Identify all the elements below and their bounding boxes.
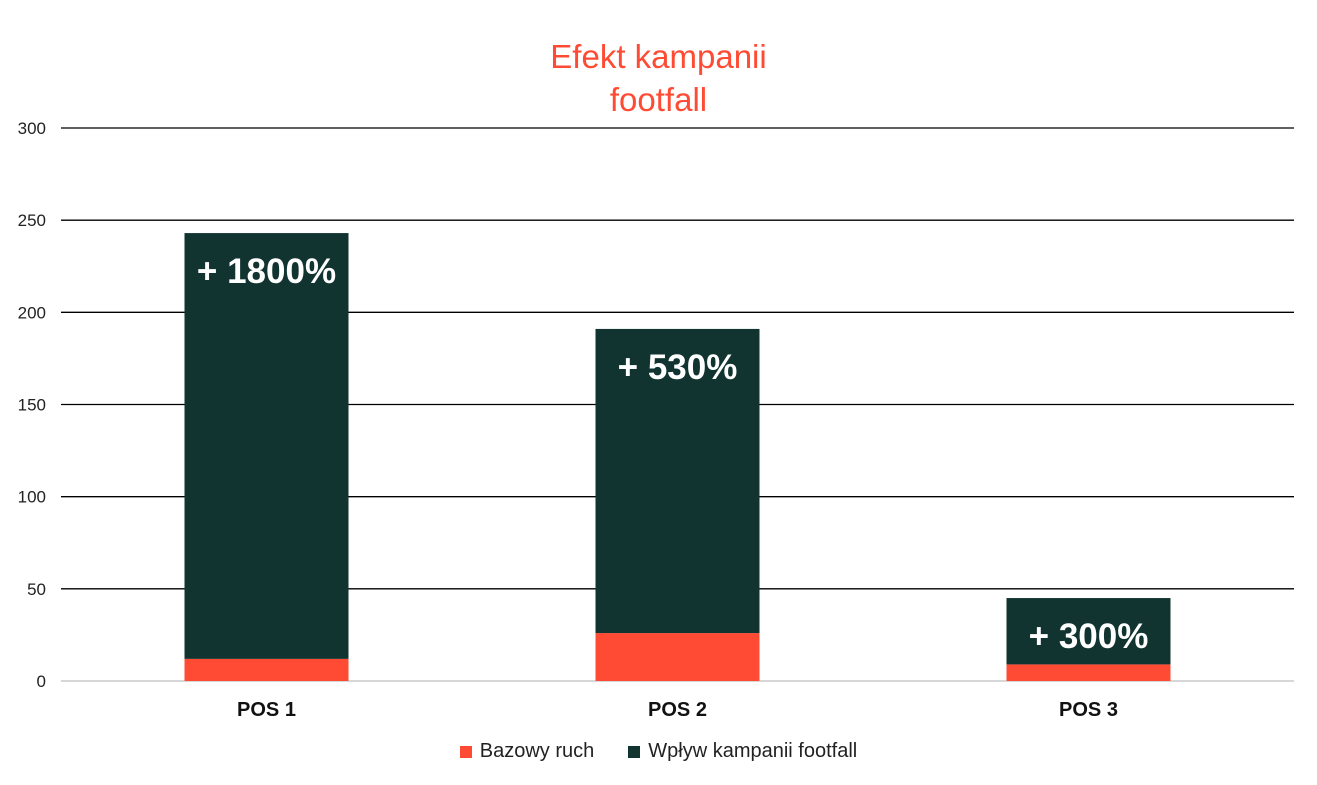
legend-item-bazowy: Bazowy ruch xyxy=(459,740,595,763)
y-tick-label: 100 xyxy=(18,488,46,507)
bar-annotation: + 300% xyxy=(1029,617,1149,656)
bar-annotation: + 530% xyxy=(618,348,738,387)
y-tick-label: 50 xyxy=(27,580,46,599)
x-category-label: POS 1 xyxy=(237,699,296,721)
bar-kampania-footfall xyxy=(595,328,760,634)
chart-title-line-1: Efekt kampanii xyxy=(550,38,767,75)
y-tick-label: 250 xyxy=(18,211,46,230)
y-tick-label: 300 xyxy=(18,119,46,138)
bar-kampania-footfall xyxy=(1006,598,1171,665)
bar-annotation: + 1800% xyxy=(197,252,336,291)
legend-label-kampania: Wpływ kampanii footfall xyxy=(648,740,858,762)
chart-legend: Bazowy ruch Wpływ kampanii footfall xyxy=(0,740,1317,763)
legend-label-bazowy: Bazowy ruch xyxy=(479,740,595,762)
bar-bazowy-ruch xyxy=(184,658,349,681)
y-tick-label: 0 xyxy=(37,672,46,691)
x-category-label: POS 3 xyxy=(1059,699,1118,721)
legend-swatch-kampania xyxy=(628,745,641,758)
legend-item-kampania: Wpływ kampanii footfall xyxy=(628,740,857,763)
bar-bazowy-ruch xyxy=(595,633,760,681)
bar-kampania-footfall xyxy=(184,233,349,659)
x-category-label: POS 2 xyxy=(648,699,707,721)
bar-bazowy-ruch xyxy=(1006,664,1171,681)
y-tick-label: 150 xyxy=(18,396,46,415)
legend-swatch-bazowy xyxy=(459,745,472,758)
chart-title-line-2: footfall xyxy=(609,81,708,118)
y-tick-label: 200 xyxy=(18,303,46,322)
